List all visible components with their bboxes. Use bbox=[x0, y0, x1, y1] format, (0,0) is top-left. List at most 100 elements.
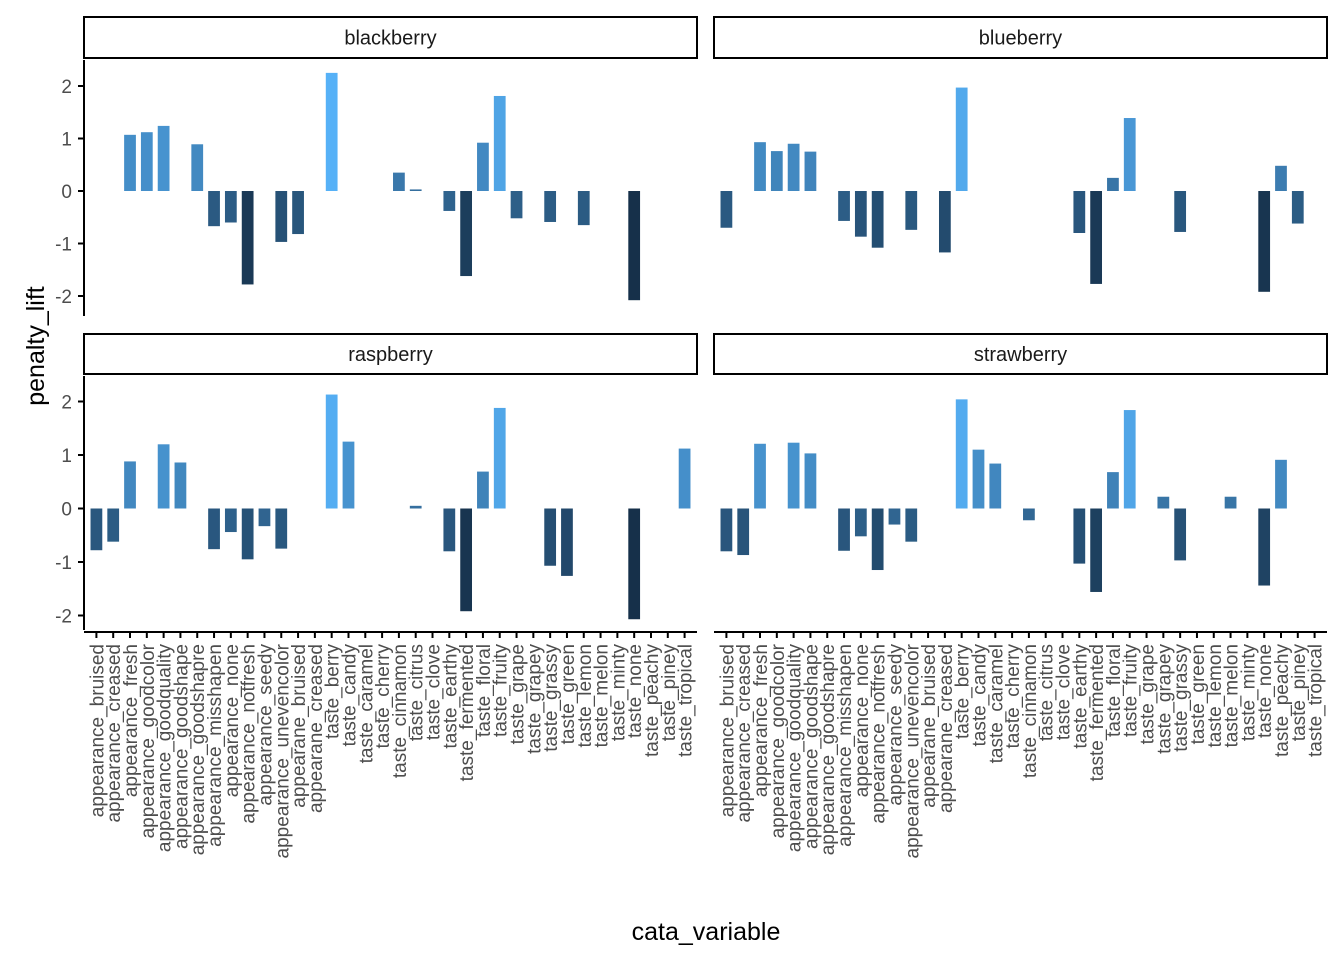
y-tick-label: 1 bbox=[61, 446, 72, 467]
x-tick-label: appearane_bruised bbox=[919, 644, 940, 808]
bar-taste_piney bbox=[1291, 191, 1304, 224]
bar-appearance_none bbox=[224, 508, 237, 533]
bar-appearance_none bbox=[854, 191, 867, 237]
x-tick-label: taste_citrus bbox=[1037, 644, 1058, 741]
bar-appearance_unevencolor bbox=[905, 508, 918, 542]
bar-appearance_misshapen bbox=[838, 508, 850, 551]
bar-taste_fermented bbox=[460, 508, 473, 612]
y-tick-label: 2 bbox=[61, 77, 72, 98]
x-tick-label: taste_grapey bbox=[1154, 644, 1175, 754]
x-tick-label: taste_grape bbox=[508, 644, 529, 744]
bar-appearance_bruised bbox=[90, 508, 103, 551]
bar-taste_caramel bbox=[989, 463, 1002, 509]
facet-strip-label: blackberry bbox=[344, 28, 436, 50]
bar-taste_grassy bbox=[544, 508, 557, 566]
x-tick-label: appearance_creased bbox=[734, 644, 755, 823]
bar-taste_berry bbox=[325, 72, 338, 191]
x-tick-label: taste_fruity bbox=[1121, 644, 1142, 737]
bar-taste_berry bbox=[955, 87, 968, 191]
bar-appearance_seedy bbox=[888, 508, 901, 525]
bar-taste_fermented bbox=[1090, 191, 1103, 284]
bar-appearance_creased bbox=[737, 508, 750, 556]
bar-taste_citrus bbox=[409, 505, 422, 509]
facet-strip bbox=[83, 16, 698, 59]
x-tick-label: taste_candy bbox=[969, 644, 990, 747]
x-tick-label: appearance_fresh bbox=[751, 644, 772, 797]
bar-appearance_goodquality bbox=[157, 125, 170, 191]
x-tick-label: appearance_goodshapre bbox=[818, 644, 839, 855]
x-tick-label: taste_minty bbox=[1238, 644, 1259, 742]
facet-strip-label: raspberry bbox=[348, 344, 432, 366]
x-tick-label: taste_floral bbox=[1104, 644, 1125, 737]
x-tick-label: taste_green bbox=[1188, 644, 1209, 744]
x-tick-label: appearance_none bbox=[222, 644, 243, 797]
x-tick-label: taste_peachy bbox=[642, 644, 663, 758]
bar-appearance_fresh bbox=[124, 461, 136, 509]
x-tick-label: taste_berry bbox=[323, 644, 344, 740]
x-tick-label: appearance_misshapen bbox=[835, 644, 856, 847]
bar-appearance_none bbox=[854, 508, 867, 537]
facet-strip bbox=[83, 333, 698, 375]
x-tick-label: appearance_creased bbox=[104, 644, 125, 823]
x-tick-label: taste_candy bbox=[339, 644, 360, 747]
facet-panel-strawberry: strawberry appearance_bruisedappearance_c… bbox=[713, 333, 1328, 858]
bar-appearance_goodshapre bbox=[191, 144, 204, 191]
bar-appearane_bruised bbox=[292, 191, 304, 235]
bar-appearance_seedy bbox=[258, 508, 271, 527]
bar-taste_earthy bbox=[1073, 508, 1086, 564]
bar-appearance_goodshape bbox=[804, 151, 817, 191]
bar-taste_candy bbox=[972, 449, 985, 509]
x-tick-label: appearance_seedy bbox=[885, 644, 906, 806]
bar-taste_none bbox=[1258, 508, 1271, 586]
bar-taste_candy bbox=[342, 441, 355, 509]
x-tick-label: taste_earthy bbox=[1070, 644, 1091, 749]
x-tick-label: taste_grassy bbox=[541, 644, 562, 752]
facet-strip bbox=[713, 333, 1328, 375]
bar-appearance_goodshape bbox=[174, 462, 187, 509]
y-tick-label: -2 bbox=[55, 607, 72, 628]
bar-appearance_goodquality bbox=[157, 444, 170, 509]
x-tick-label: appearance_notfresh bbox=[239, 644, 260, 824]
bar-appearance_notfresh bbox=[871, 508, 884, 571]
bar-appearance_bruised bbox=[720, 508, 733, 552]
bar-taste_none bbox=[628, 191, 641, 301]
x-tick-label: taste_grassy bbox=[1171, 644, 1192, 752]
x-tick-label: appearance_notfresh bbox=[869, 644, 890, 824]
bar-appearance_unevencolor bbox=[905, 191, 918, 230]
bar-appearance_goodquality bbox=[787, 442, 800, 509]
x-tick-label: taste_minty bbox=[608, 644, 629, 742]
x-tick-label: taste_clove bbox=[1054, 644, 1075, 740]
bar-appearance_fresh bbox=[754, 142, 766, 191]
x-tick-label: appearance_goodshape bbox=[801, 644, 822, 849]
y-axis-title: penalty_lift bbox=[22, 286, 50, 406]
x-tick-label: taste_lemon bbox=[1205, 644, 1226, 748]
x-tick-label: taste_grapey bbox=[524, 644, 545, 754]
x-tick-label: taste_cinnamon bbox=[390, 644, 411, 778]
bar-taste_fruity bbox=[1123, 410, 1136, 509]
x-tick-label: taste_clove bbox=[424, 644, 445, 740]
bar-taste_fruity bbox=[1123, 118, 1136, 191]
bar-appearance_misshapen bbox=[838, 191, 850, 221]
bar-appearance_notfresh bbox=[241, 508, 254, 560]
bar-appearance_notfresh bbox=[871, 191, 884, 248]
bar-appearance_fresh bbox=[124, 134, 136, 191]
bar-appearance_goodcolor bbox=[770, 151, 783, 191]
bar-taste_floral bbox=[1107, 177, 1119, 191]
x-tick-label: appearane_bruised bbox=[289, 644, 310, 808]
facet-strip-label: strawberry bbox=[974, 344, 1067, 366]
bar-appearance_unevencolor bbox=[275, 508, 288, 549]
x-tick-label: appearance_bruised bbox=[87, 644, 108, 817]
y-tick-label: 0 bbox=[61, 182, 72, 203]
bar-taste_earthy bbox=[1073, 191, 1086, 233]
bar-appearance_unevencolor bbox=[275, 191, 288, 242]
x-tick-label: taste_melon bbox=[592, 644, 613, 748]
bar-taste_none bbox=[628, 508, 641, 620]
x-tick-label: appearance_goodshape bbox=[171, 644, 192, 849]
y-tick-label: 1 bbox=[61, 130, 72, 151]
x-tick-label: appearance_bruised bbox=[717, 644, 738, 817]
bar-appearance_goodshape bbox=[804, 453, 817, 509]
x-tick-label: appearance_unevencolor bbox=[272, 643, 293, 858]
y-tick-label: -2 bbox=[55, 287, 72, 308]
bar-taste_grapey bbox=[1157, 496, 1170, 509]
